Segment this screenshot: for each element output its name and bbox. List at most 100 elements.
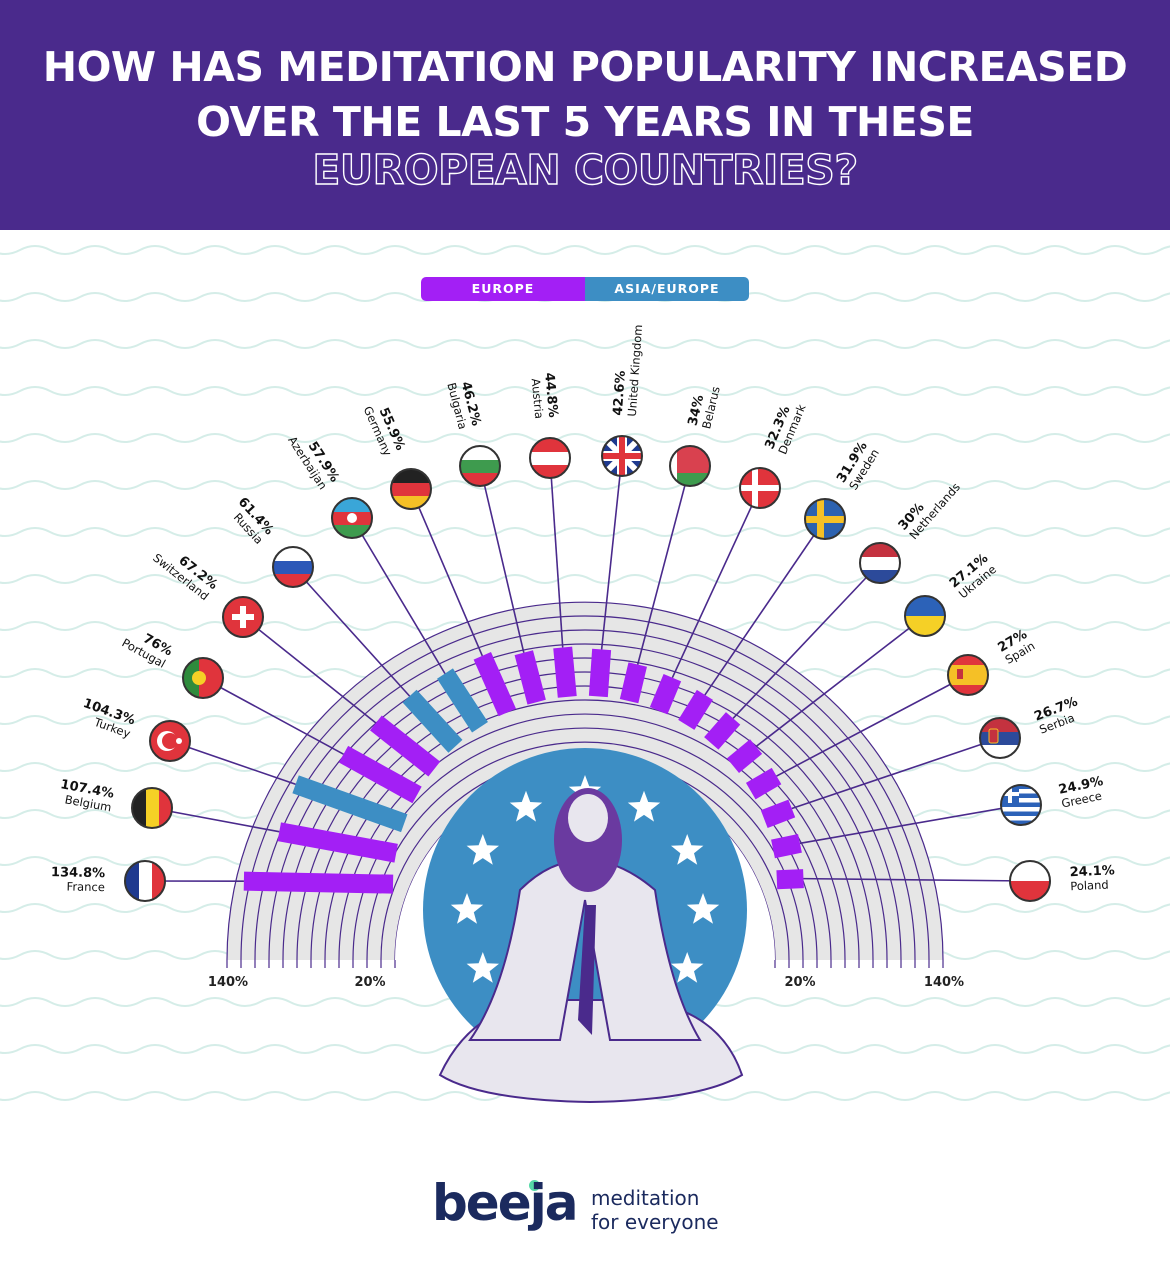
leader-line <box>791 737 1001 810</box>
star-icon <box>671 834 704 865</box>
flag-border <box>1000 784 1042 826</box>
leader-line <box>799 804 1022 845</box>
leader-line <box>151 807 280 833</box>
flag-border <box>739 467 781 509</box>
flag-border <box>459 445 501 487</box>
label-russia: 61.4%Russia <box>231 495 277 547</box>
label-france: 134.8%France <box>51 865 105 894</box>
flag-border <box>272 546 314 588</box>
bar-turkey <box>292 775 408 833</box>
bar-denmark <box>649 674 682 715</box>
bar-sweden <box>678 689 713 730</box>
leader-line <box>169 740 296 786</box>
austria-flag-icon <box>529 437 571 479</box>
flag-border <box>1009 860 1051 902</box>
turkey-flag-icon <box>149 720 191 762</box>
label-belgium: 107.4%Belgium <box>59 777 115 814</box>
flag-border <box>131 787 173 829</box>
value-label: 134.8% <box>51 865 105 881</box>
bulgaria-flag-icon <box>459 445 501 487</box>
label-belarus: 34%Belarus <box>686 385 723 430</box>
country-label: Poland <box>1070 878 1109 894</box>
bar-austria <box>553 646 577 698</box>
star-icon <box>466 952 499 983</box>
value-label: 34% <box>686 394 708 428</box>
label-bulgaria: 46.2%Bulgaria <box>444 380 483 431</box>
belgium-flag-icon <box>131 787 173 829</box>
star-icon <box>686 893 720 924</box>
star-icon <box>450 893 484 924</box>
flag-border <box>149 720 191 762</box>
flag-border <box>859 542 901 584</box>
grid-arc <box>268 643 902 961</box>
star-icon <box>671 952 704 983</box>
bar-bulgaria <box>514 650 546 705</box>
leader-line <box>202 677 344 755</box>
leader-line <box>549 457 564 648</box>
bar-portugal <box>338 745 422 804</box>
leader-line <box>671 487 761 679</box>
wave-line <box>0 480 1170 490</box>
label-switzerland: 67.2%Switzerland <box>150 551 220 604</box>
flag-border <box>331 497 373 539</box>
greece-flag-icon <box>1000 784 1042 826</box>
grid-arc <box>240 615 930 961</box>
wave-line <box>0 339 1170 349</box>
label-spain: 27%Spain <box>995 627 1037 667</box>
bar-switzerland <box>370 715 441 777</box>
legend-europe: EUROPE <box>421 277 585 301</box>
axis-ticks: 140% 20% 20% 140% <box>208 975 964 990</box>
leader-line <box>732 562 881 719</box>
label-poland: 24.1%Poland <box>1069 863 1115 893</box>
switzerland-flag-icon <box>222 596 264 638</box>
russia-flag-icon <box>272 546 314 588</box>
flag-border <box>124 860 166 902</box>
wave-line <box>0 433 1170 443</box>
country-label: United Kingdom <box>625 324 645 417</box>
meditating-man-illustration <box>438 788 744 1104</box>
leader-line <box>479 465 525 653</box>
wave-line <box>0 527 1170 537</box>
sweden-flag-icon <box>804 498 846 540</box>
bar-france <box>243 871 394 894</box>
netherlands-flag-icon <box>859 542 901 584</box>
bar-united-kingdom <box>588 648 612 698</box>
poland-flag-icon <box>1009 860 1051 902</box>
tick-label: 20% <box>354 975 385 990</box>
bars <box>243 646 804 894</box>
wave-line <box>0 245 1170 255</box>
bar-serbia <box>760 799 796 828</box>
title-line-1: HOW HAS MEDITATION POPULARITY INCREASED <box>42 43 1128 91</box>
tagline-line-2: for everyone <box>591 1210 719 1234</box>
flag-border <box>669 445 711 487</box>
bar-netherlands <box>704 712 741 750</box>
flag-border <box>222 596 264 638</box>
leader-line <box>636 465 691 665</box>
star-icon <box>466 834 499 865</box>
leader-line <box>292 566 411 697</box>
star-icon <box>627 790 661 822</box>
header-banner: HOW HAS MEDITATION POPULARITY INCREASED … <box>0 0 1170 230</box>
beeja-logo: beeja <box>432 1174 578 1232</box>
flag-border <box>904 595 946 637</box>
flag-border <box>390 468 432 510</box>
bar-russia <box>402 689 463 753</box>
label-germany: 55.9%Germany <box>361 404 408 458</box>
country-label: Austria <box>529 378 547 420</box>
spain-flag-icon <box>947 654 989 696</box>
flag-border <box>947 654 989 696</box>
label-sweden: 31.9%Sweden <box>834 439 882 492</box>
bar-greece <box>771 834 802 859</box>
grid-arc <box>226 601 944 961</box>
france-flag-icon <box>124 860 166 902</box>
tick-label: 20% <box>784 975 815 990</box>
value-label: 42.6% <box>611 370 629 416</box>
united-kingdom-flag-icon <box>601 435 643 477</box>
germany-flag-icon <box>390 468 432 510</box>
leader-lines <box>144 455 1031 882</box>
grid-arc <box>282 657 888 961</box>
flag-border <box>529 437 571 479</box>
bar-spain <box>745 767 782 800</box>
tagline-line-1: meditation <box>591 1186 700 1210</box>
flag-border <box>182 657 224 699</box>
